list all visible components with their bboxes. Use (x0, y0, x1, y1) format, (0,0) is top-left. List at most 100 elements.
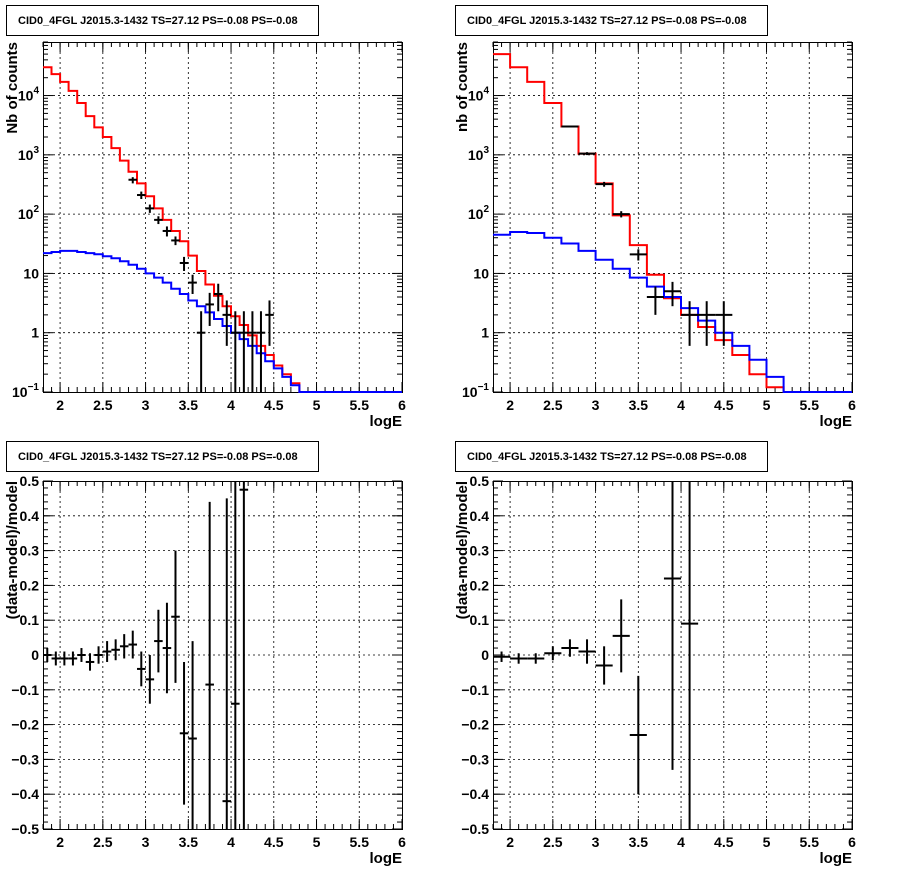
x-tick-label: 2.5 (93, 397, 113, 413)
y-tick-label: −0.4 (11, 786, 39, 802)
y-tick-label: 104 (468, 86, 490, 104)
data-point (231, 481, 240, 829)
data-point (248, 311, 257, 392)
series-line-source-model (43, 249, 402, 393)
y-axis-title: (data-model)/model (4, 481, 21, 619)
x-tick-label: 3 (142, 834, 150, 850)
x-tick-label: 5.5 (800, 834, 820, 850)
x-axis-title: logE (370, 413, 403, 430)
chart-title: CID0_4FGL J2015.3-1432 TS=27.12 PS=-0.08… (467, 15, 747, 27)
y-tick-label: −0.1 (11, 682, 39, 698)
y-tick-label: 10−1 (12, 382, 39, 400)
x-tick-label: 2 (506, 397, 514, 413)
x-tick-label: 4.5 (714, 834, 734, 850)
y-tick-label: 10 (23, 265, 39, 281)
series-line-source-model (493, 231, 852, 393)
y-tick-label: 0.4 (20, 508, 40, 524)
data-point (111, 639, 120, 661)
x-tick-label: 4 (227, 834, 235, 850)
y-tick-label: 0 (481, 647, 489, 663)
x-tick-label: 2.5 (543, 834, 563, 850)
data-point (265, 300, 274, 346)
data-point (179, 661, 189, 805)
plot-frame (43, 481, 403, 830)
chart-panel-2: CID0_4FGL J2015.3-1432 TS=27.12 PS=-0.08… (454, 5, 856, 430)
x-tick-label: 5 (313, 397, 321, 413)
x-tick-label: 5 (763, 397, 771, 413)
x-tick-label: 3 (592, 397, 600, 413)
x-tick-label: 4.5 (264, 834, 284, 850)
y-axis-title: Nb of counts (4, 42, 21, 134)
data-point (213, 283, 223, 312)
data-point (256, 311, 266, 392)
data-point (239, 481, 249, 829)
data-point (527, 653, 545, 664)
x-tick-label: 4 (677, 397, 685, 413)
x-tick-label: 5.5 (350, 834, 370, 850)
y-tick-label: 102 (18, 204, 40, 222)
x-tick-label: 2.5 (93, 834, 113, 850)
y-tick-label: −0.4 (461, 786, 489, 802)
x-tick-label: 2 (506, 834, 514, 850)
x-axis-title: logE (820, 850, 853, 867)
data-point (128, 177, 138, 184)
y-tick-label: 0.1 (20, 612, 40, 628)
data-point (145, 655, 155, 704)
data-point (145, 204, 155, 213)
data-point (43, 648, 52, 662)
chart-panel-3: CID0_4FGL J2015.3-1432 TS=27.12 PS=-0.08… (4, 441, 406, 867)
y-tick-label: 10 (473, 265, 489, 281)
chart-title: CID0_4FGL J2015.3-1432 TS=27.12 PS=-0.08… (467, 451, 747, 463)
y-tick-label: 10−1 (462, 382, 489, 400)
data-point (128, 630, 138, 659)
chart-panel-4: CID0_4FGL J2015.3-1432 TS=27.12 PS=-0.08… (454, 441, 856, 867)
y-tick-label: 0.3 (20, 543, 40, 559)
plot-frame (493, 42, 853, 393)
x-tick-label: 6 (398, 397, 406, 413)
x-axis-title: logE (370, 850, 403, 867)
x-tick-label: 5 (763, 834, 771, 850)
x-tick-label: 6 (848, 397, 856, 413)
data-point (681, 301, 699, 346)
y-tick-label: −0.2 (11, 717, 39, 733)
x-axis-title: logE (820, 413, 853, 430)
chart-title-box (6, 5, 319, 36)
data-point (629, 249, 647, 261)
x-tick-label: 2 (56, 834, 64, 850)
x-tick-label: 4.5 (264, 397, 284, 413)
data-point (188, 274, 197, 294)
x-tick-label: 3 (592, 834, 600, 850)
data-point (205, 501, 214, 829)
x-tick-label: 3.5 (179, 834, 199, 850)
data-point (51, 651, 61, 666)
chart-title-box (455, 441, 768, 472)
data-point (663, 481, 682, 770)
x-tick-label: 2.5 (543, 397, 563, 413)
data-point (612, 599, 630, 673)
data-point (171, 550, 180, 683)
y-tick-label: −0.3 (461, 751, 489, 767)
chart-title-box (6, 441, 319, 472)
data-point (68, 651, 78, 666)
y-tick-label: 0.5 (20, 473, 40, 489)
y-tick-label: 103 (468, 145, 490, 163)
x-tick-label: 3 (142, 397, 150, 413)
data-point (179, 256, 189, 271)
data-point (119, 634, 129, 659)
data-point (646, 286, 664, 315)
data-point (102, 641, 112, 662)
data-point (137, 191, 146, 199)
chart-panel-1: CID0_4FGL J2015.3-1432 TS=27.12 PS=-0.08… (4, 5, 406, 430)
y-tick-label: 0.2 (470, 577, 490, 593)
y-tick-label: −0.1 (461, 682, 489, 698)
x-tick-label: 2 (56, 397, 64, 413)
data-point (196, 311, 206, 392)
y-tick-label: 0.1 (470, 612, 490, 628)
data-point (595, 646, 613, 685)
y-tick-label: 0 (31, 647, 39, 663)
y-axis-title: nb of counts (454, 42, 471, 132)
y-tick-label: −0.3 (11, 751, 39, 767)
data-point (205, 292, 214, 326)
data-point (544, 646, 562, 661)
data-point (162, 226, 172, 237)
